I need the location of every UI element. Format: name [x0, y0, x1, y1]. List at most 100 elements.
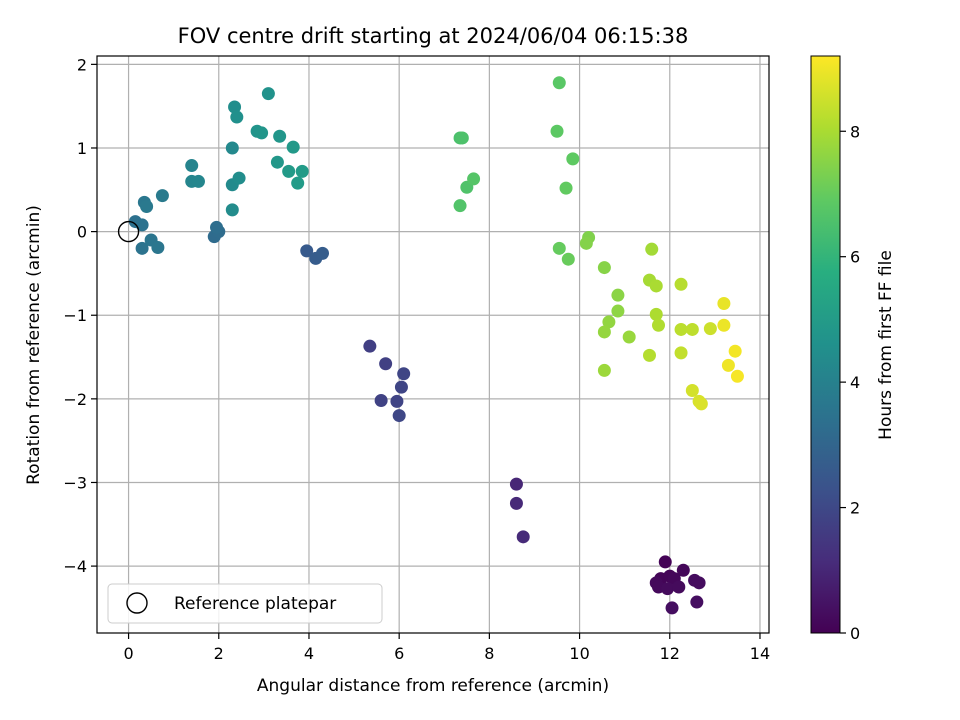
data-point — [394, 380, 408, 394]
data-point — [228, 100, 242, 114]
colorbar: 0 2 4 6 8 Hours from first FF file — [810, 55, 896, 643]
data-point — [597, 261, 611, 275]
data-point — [392, 409, 406, 423]
data-point — [185, 159, 199, 173]
data-point — [721, 358, 735, 372]
x-axis-label: Angular distance from reference (arcmin) — [257, 676, 609, 696]
y-tick-label: −1 — [63, 306, 87, 325]
data-point — [690, 595, 704, 609]
data-point — [730, 369, 744, 383]
data-point — [674, 322, 688, 336]
data-point — [642, 348, 656, 362]
colorbar-tick-label: 6 — [850, 248, 860, 267]
data-point — [225, 141, 239, 155]
data-point — [455, 131, 469, 145]
data-point — [261, 87, 275, 101]
data-point — [649, 307, 663, 321]
data-point — [685, 383, 699, 397]
data-point — [597, 363, 611, 377]
data-point — [135, 241, 149, 255]
x-tick-label: 6 — [394, 644, 404, 663]
legend-marker — [126, 592, 148, 614]
data-point — [291, 176, 305, 190]
y-axis-ticks: −4 −3 −2 −1 0 1 2 — [63, 55, 97, 576]
data-point — [363, 339, 377, 353]
data-point — [550, 124, 564, 138]
data-point — [566, 152, 580, 166]
data-point — [658, 555, 672, 569]
data-point — [561, 252, 575, 266]
data-point — [286, 140, 300, 154]
x-tick-label: 8 — [484, 644, 494, 663]
data-point — [467, 172, 481, 186]
x-tick-label: 12 — [660, 644, 680, 663]
y-tick-label: 1 — [77, 139, 87, 158]
data-point — [232, 171, 246, 185]
data-point — [509, 477, 523, 491]
data-point — [692, 576, 706, 590]
data-point — [210, 220, 224, 234]
data-point — [230, 110, 244, 124]
legend-label: Reference platepar — [174, 594, 336, 614]
data-point — [316, 246, 330, 260]
data-point — [453, 199, 467, 213]
data-point — [270, 155, 284, 169]
data-point — [397, 367, 411, 381]
data-point — [703, 322, 717, 336]
data-point — [602, 315, 616, 329]
data-point — [379, 357, 393, 371]
data-point — [661, 582, 675, 596]
data-point — [717, 318, 731, 332]
data-point — [552, 241, 566, 255]
data-point — [672, 580, 686, 594]
colorbar-tick-label: 8 — [850, 122, 860, 141]
y-tick-label: 2 — [77, 55, 87, 74]
colorbar-label: Hours from first FF file — [876, 250, 896, 440]
y-tick-label: −2 — [63, 390, 87, 409]
colorbar-ticks: 0 2 4 6 8 — [840, 122, 860, 643]
chart-title: FOV centre drift starting at 2024/06/04 … — [178, 24, 689, 48]
grid-lines — [97, 56, 769, 633]
data-point — [685, 322, 699, 336]
data-point — [390, 394, 404, 408]
y-tick-label: −4 — [63, 557, 87, 576]
data-point — [300, 244, 314, 258]
data-point — [597, 325, 611, 339]
x-tick-label: 0 — [123, 644, 133, 663]
data-point — [645, 242, 659, 256]
data-points — [128, 76, 744, 615]
data-point — [255, 126, 269, 140]
data-point — [694, 397, 708, 411]
y-tick-label: 0 — [77, 223, 87, 242]
data-point — [611, 288, 625, 302]
y-tick-label: −3 — [63, 473, 87, 492]
data-point — [559, 181, 573, 195]
plot-frame — [96, 55, 770, 634]
data-point — [728, 344, 742, 358]
data-point — [622, 330, 636, 344]
x-tick-label: 4 — [304, 644, 314, 663]
data-point — [140, 200, 154, 214]
data-point — [717, 297, 731, 311]
data-point — [516, 530, 530, 544]
data-point — [579, 236, 593, 250]
data-point — [374, 394, 388, 408]
data-point — [225, 203, 239, 217]
y-axis-label: Rotation from reference (arcmin) — [24, 205, 44, 485]
reference-marker — [117, 220, 140, 243]
data-point — [155, 189, 169, 203]
data-point — [295, 164, 309, 178]
data-point — [509, 496, 523, 510]
data-point — [676, 563, 690, 577]
data-point — [674, 346, 688, 360]
data-point — [273, 129, 287, 143]
legend-box — [107, 583, 383, 624]
x-axis-ticks: 0 2 4 6 8 10 12 14 — [123, 633, 770, 663]
data-point — [665, 601, 679, 615]
x-tick-label: 14 — [750, 644, 770, 663]
colorbar-tick-label: 4 — [850, 373, 860, 392]
legend: Reference platepar — [107, 583, 383, 624]
data-point — [135, 218, 149, 232]
data-point — [151, 240, 165, 254]
